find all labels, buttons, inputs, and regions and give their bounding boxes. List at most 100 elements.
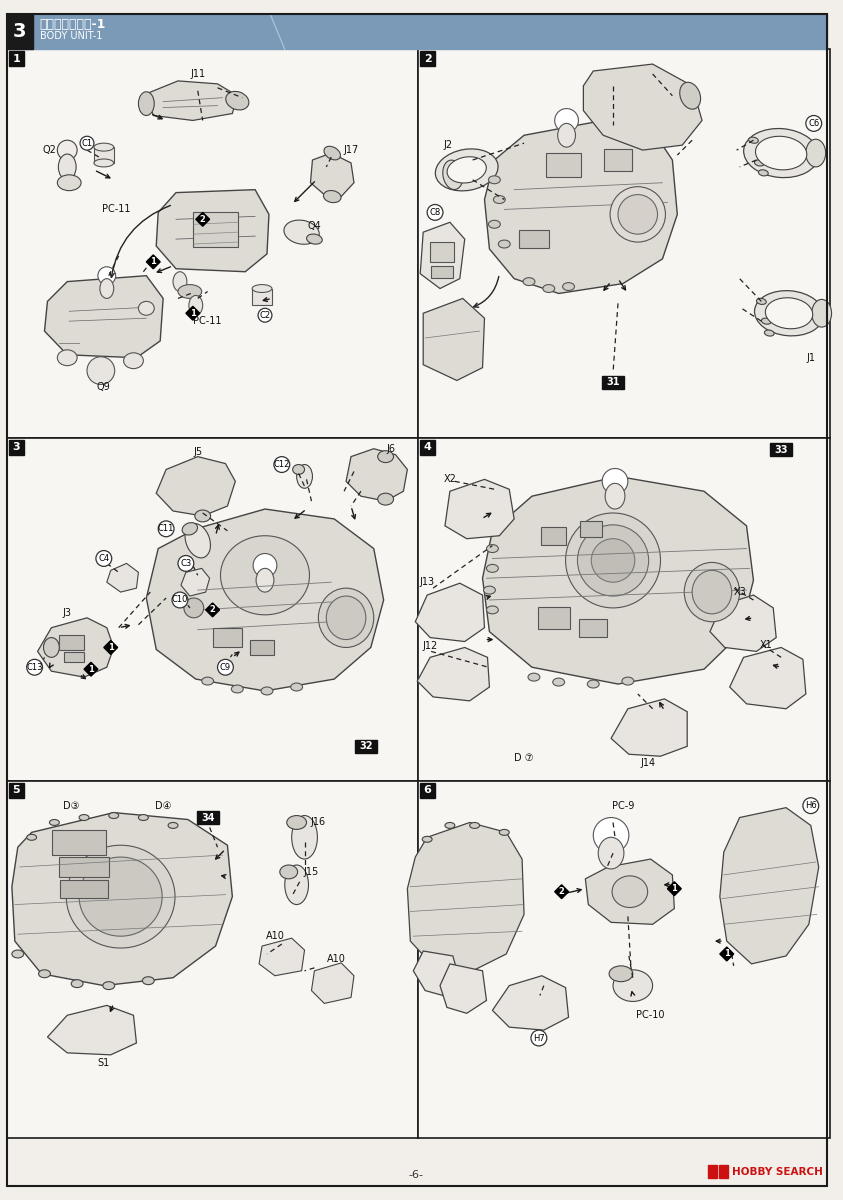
Text: Q4: Q4 [308,221,321,232]
Text: X2: X2 [443,474,456,485]
Ellipse shape [498,240,510,248]
Polygon shape [583,64,702,150]
Text: 1: 1 [13,54,20,64]
Ellipse shape [486,564,498,572]
Text: 4: 4 [424,443,432,452]
Ellipse shape [168,822,178,828]
Polygon shape [156,457,235,516]
Ellipse shape [555,108,578,132]
Text: H6: H6 [805,802,817,810]
Bar [9,782,24,798]
Polygon shape [413,952,459,996]
Text: Q9: Q9 [97,383,110,392]
Text: PC-11: PC-11 [103,204,131,215]
Bar [9,440,24,455]
Ellipse shape [307,234,322,244]
Text: 1: 1 [88,665,94,673]
Ellipse shape [577,524,648,596]
Ellipse shape [292,816,318,859]
Ellipse shape [812,300,831,328]
Circle shape [27,659,42,676]
Text: H7: H7 [533,1033,545,1043]
Text: 32: 32 [359,742,373,751]
Ellipse shape [593,817,629,853]
Text: 1: 1 [108,643,114,652]
Polygon shape [407,822,524,971]
Circle shape [80,137,94,150]
Text: C10: C10 [172,595,188,605]
Text: -6-: -6- [409,1170,424,1181]
Text: C1: C1 [82,139,93,148]
Ellipse shape [566,512,661,608]
Polygon shape [181,569,210,596]
Text: BODY UNIT-1: BODY UNIT-1 [40,31,102,41]
Ellipse shape [806,139,825,167]
Ellipse shape [57,350,77,366]
Ellipse shape [12,950,24,958]
Polygon shape [485,120,677,294]
Text: 3: 3 [13,22,26,41]
Bar [7,438,418,781]
Ellipse shape [543,284,555,293]
Ellipse shape [50,820,59,826]
Polygon shape [420,222,464,288]
Ellipse shape [324,146,341,160]
Text: 2: 2 [559,887,565,896]
Ellipse shape [252,284,272,293]
Text: J13: J13 [420,577,435,587]
Bar [579,619,607,636]
Ellipse shape [765,298,813,329]
Text: 胴体の組み立て-1: 胴体の組み立て-1 [40,18,106,31]
Polygon shape [710,595,776,652]
Ellipse shape [79,857,162,936]
Text: C9: C9 [220,662,231,672]
Ellipse shape [618,194,658,234]
Text: 31: 31 [606,378,620,388]
Text: S1: S1 [98,1057,110,1068]
Text: 5: 5 [13,785,20,796]
Bar [581,521,602,536]
Polygon shape [104,641,118,654]
Polygon shape [206,602,219,617]
Bar [604,149,632,170]
Ellipse shape [756,299,766,305]
Polygon shape [45,276,164,358]
Ellipse shape [486,545,498,552]
Text: J12: J12 [422,642,438,652]
Text: C12: C12 [274,460,290,469]
Text: Q2: Q2 [42,145,56,155]
Polygon shape [417,648,490,701]
Polygon shape [585,859,674,924]
Text: J14: J14 [640,758,655,768]
Bar [7,49,418,438]
Ellipse shape [470,822,480,828]
Bar [708,1164,717,1178]
Text: C13: C13 [26,662,43,672]
Ellipse shape [422,836,432,842]
Text: J3: J3 [62,608,72,618]
Circle shape [217,659,234,676]
Ellipse shape [182,523,197,535]
Bar [602,376,624,389]
Ellipse shape [27,834,36,840]
Text: D④: D④ [155,800,171,811]
Polygon shape [107,564,138,592]
Ellipse shape [71,979,83,988]
Ellipse shape [87,356,115,384]
Ellipse shape [443,160,463,190]
Circle shape [803,798,819,814]
Bar [420,440,435,455]
Ellipse shape [754,290,824,336]
Ellipse shape [484,586,496,594]
Ellipse shape [599,838,624,869]
Bar [196,811,218,824]
Polygon shape [440,964,486,1013]
Polygon shape [47,1006,137,1055]
Bar [355,740,377,752]
Ellipse shape [622,677,634,685]
Ellipse shape [610,187,665,242]
Text: 1: 1 [724,949,730,959]
Bar [193,212,238,246]
Ellipse shape [523,277,535,286]
Polygon shape [492,976,568,1030]
